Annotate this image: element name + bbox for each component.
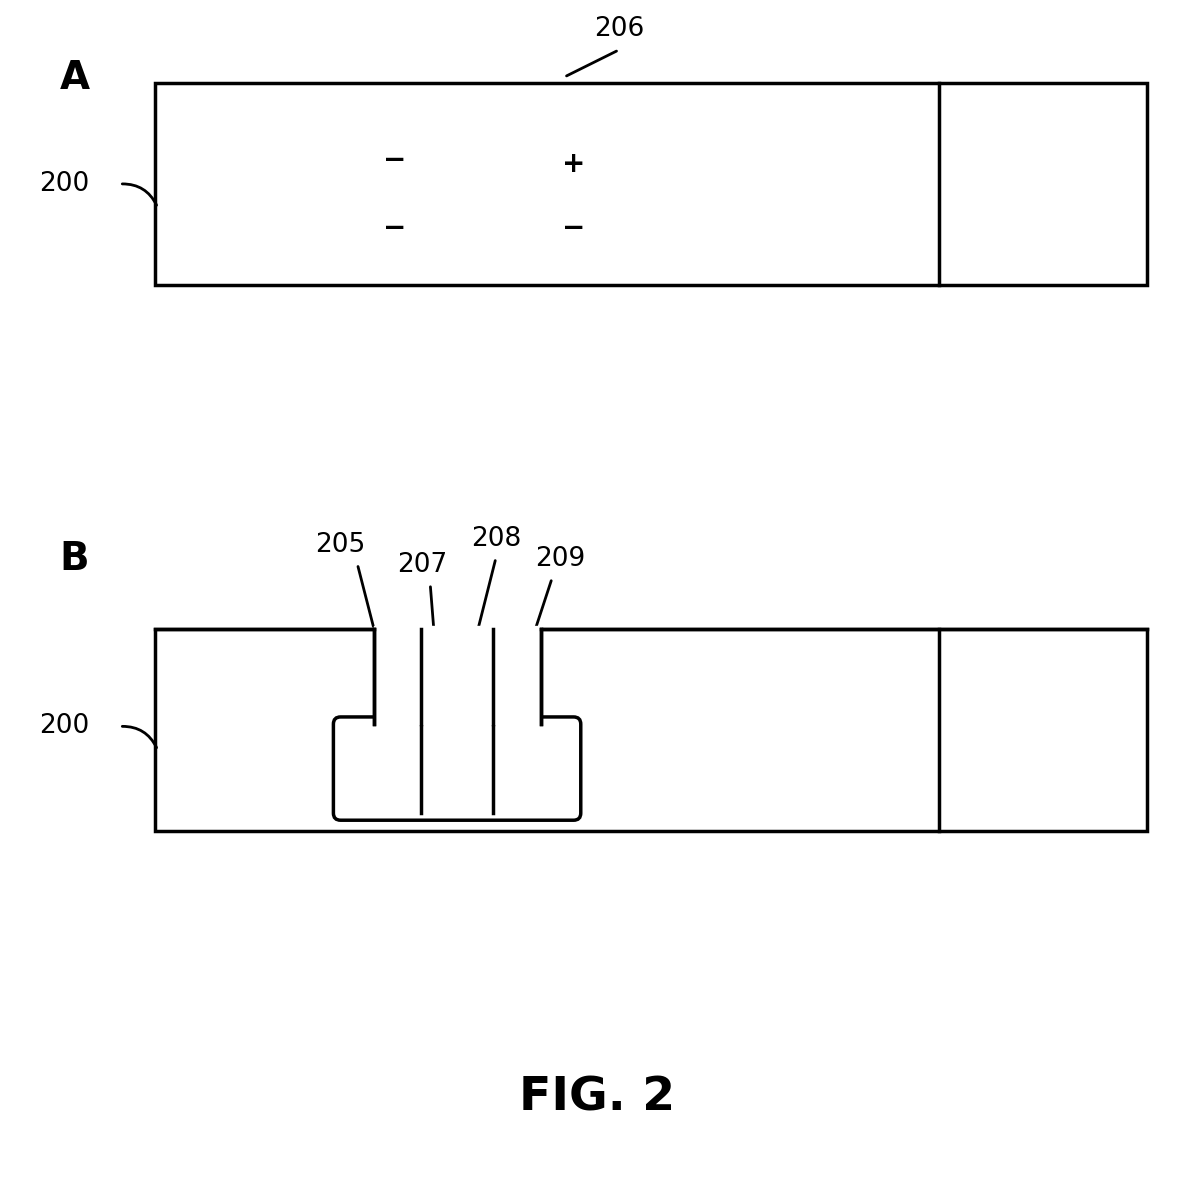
Text: −: −	[562, 214, 586, 242]
Text: 208: 208	[471, 526, 521, 552]
Text: 207: 207	[397, 552, 447, 578]
Bar	[155, 83, 1147, 285]
Text: 209: 209	[535, 546, 586, 572]
FancyBboxPatch shape	[333, 717, 581, 820]
Text: B: B	[60, 540, 90, 578]
Text: 200: 200	[39, 713, 90, 740]
Text: 206: 206	[594, 15, 644, 42]
Polygon shape	[374, 629, 541, 724]
Text: 205: 205	[315, 532, 366, 558]
Text: −: −	[382, 146, 406, 174]
Bar	[155, 629, 1147, 831]
Text: 200: 200	[39, 171, 90, 197]
Text: A: A	[60, 59, 90, 97]
Text: +: +	[562, 150, 586, 178]
Text: FIG. 2: FIG. 2	[520, 1075, 675, 1121]
Polygon shape	[374, 626, 541, 633]
Text: −: −	[382, 214, 406, 242]
